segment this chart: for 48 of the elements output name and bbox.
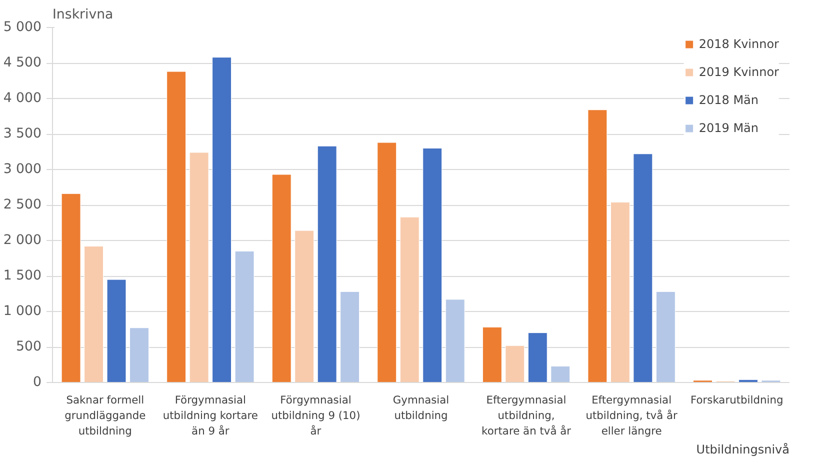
x-tick-label: Forskarutbildning bbox=[690, 394, 784, 406]
bar bbox=[445, 299, 465, 382]
y-tick-label: 3 500 bbox=[3, 126, 42, 142]
bar bbox=[588, 110, 608, 382]
x-axis-title: Utbildningsnivå bbox=[696, 442, 790, 456]
bar bbox=[377, 142, 397, 382]
bar bbox=[61, 193, 81, 382]
bar bbox=[400, 216, 420, 382]
bar bbox=[482, 326, 502, 382]
bar bbox=[130, 328, 149, 382]
bar bbox=[294, 230, 314, 382]
bar bbox=[234, 250, 254, 382]
bar bbox=[505, 345, 525, 382]
bar bbox=[84, 246, 104, 382]
legend-label: 2019 Män bbox=[698, 121, 759, 135]
y-tick-label: 0 bbox=[33, 375, 42, 390]
x-tick-label: Saknar formell grundläggande utbildning bbox=[64, 394, 146, 438]
bar bbox=[166, 71, 186, 382]
y-tick-label: 5 000 bbox=[3, 20, 42, 35]
bar bbox=[189, 152, 209, 382]
bar bbox=[317, 146, 337, 382]
bar bbox=[633, 154, 653, 382]
y-tick-label: 500 bbox=[16, 340, 42, 354]
bar bbox=[106, 279, 126, 382]
y-axis-title: Inskrivna bbox=[52, 8, 114, 22]
x-tick-label: Eftergymnasial utbildning, två år eller längre bbox=[586, 394, 678, 438]
y-tick-label: 4 000 bbox=[3, 91, 42, 106]
bar bbox=[212, 57, 232, 382]
bar bbox=[422, 148, 442, 382]
y-tick-label: 2 500 bbox=[3, 198, 42, 212]
legend-label: 2019 Kvinnor bbox=[698, 65, 779, 79]
bar bbox=[656, 291, 676, 382]
bar bbox=[610, 202, 630, 382]
x-tick-label: Förgymnasial utbildning 9 (10) år bbox=[271, 394, 360, 438]
bar bbox=[550, 366, 570, 382]
y-tick-label: 4 500 bbox=[3, 56, 42, 70]
y-tick-label: 1 000 bbox=[3, 304, 42, 319]
x-tick-label: Förgymnasial utbildning kortare än 9 år bbox=[162, 394, 258, 438]
x-tick-label: Eftergymnasial utbildning, kortare än två år bbox=[482, 394, 572, 438]
legend-label: 2018 Män bbox=[698, 93, 759, 107]
bar bbox=[528, 332, 548, 382]
legend-label: 2018 Kvinnor bbox=[698, 37, 779, 51]
y-tick-label: 2 000 bbox=[3, 233, 42, 248]
y-tick-label: 3 000 bbox=[3, 162, 42, 177]
bar bbox=[272, 174, 292, 382]
y-tick-label: 1 500 bbox=[3, 268, 42, 284]
bar bbox=[340, 291, 360, 382]
x-tick-label: Gymnasial utbildning bbox=[392, 394, 450, 422]
